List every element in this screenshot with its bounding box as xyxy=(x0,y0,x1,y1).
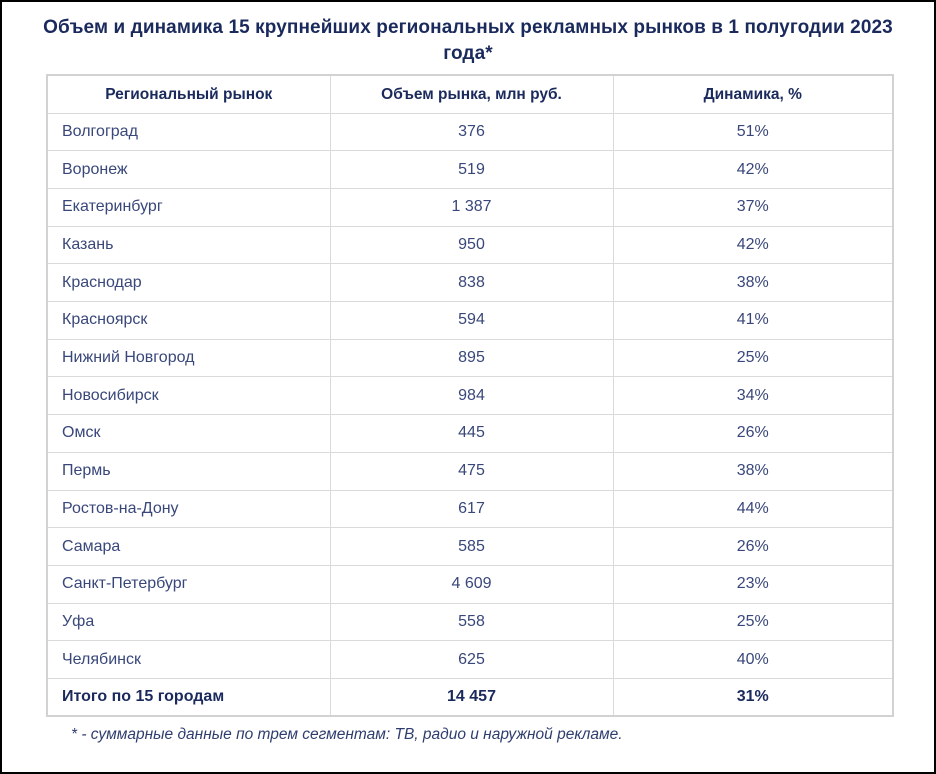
column-header-volume: Объем рынка, млн руб. xyxy=(329,74,614,114)
dynamics-cell: 26% xyxy=(612,414,894,453)
volume-cell: 558 xyxy=(329,602,614,642)
table-row: Казань 950 42% xyxy=(46,225,894,265)
market-cell: Казань xyxy=(46,225,331,265)
table-body: Волгоград 376 51% Воронеж 519 42% Екатеринбург… xyxy=(46,112,894,679)
volume-cell: 950 xyxy=(329,225,614,265)
table-row: Санкт-Петербург 4 609 23% xyxy=(46,564,894,604)
market-cell: Воронеж xyxy=(46,150,331,189)
volume-cell: 625 xyxy=(329,640,614,679)
market-cell: Новосибирск xyxy=(46,376,331,416)
total-label: Итого по 15 городам xyxy=(46,677,331,717)
market-cell: Ростов-на-Дону xyxy=(46,489,331,529)
market-cell: Волгоград xyxy=(46,112,331,152)
dynamics-cell: 37% xyxy=(612,188,894,227)
volume-cell: 585 xyxy=(329,527,614,566)
volume-cell: 445 xyxy=(329,414,614,453)
table-row: Челябинск 625 40% xyxy=(46,640,894,679)
dynamics-cell: 26% xyxy=(612,527,894,566)
market-cell: Екатеринбург xyxy=(46,188,331,227)
volume-cell: 519 xyxy=(329,150,614,189)
table-row: Новосибирск 984 34% xyxy=(46,376,894,416)
table-row: Воронеж 519 42% xyxy=(46,150,894,189)
dynamics-cell: 42% xyxy=(612,150,894,189)
dynamics-cell: 40% xyxy=(612,640,894,679)
volume-cell: 617 xyxy=(329,489,614,529)
table-row: Нижний Новгород 895 25% xyxy=(46,338,894,378)
footnote: * - суммарные данные по трем сегментам: … xyxy=(71,726,623,744)
volume-cell: 895 xyxy=(329,338,614,378)
dynamics-cell: 38% xyxy=(612,451,894,491)
market-cell: Нижний Новгород xyxy=(46,338,331,378)
market-cell: Пермь xyxy=(46,451,331,491)
volume-cell: 1 387 xyxy=(329,188,614,227)
dynamics-cell: 25% xyxy=(612,602,894,642)
volume-cell: 475 xyxy=(329,451,614,491)
market-cell: Краснодар xyxy=(46,263,331,303)
page-title: Объем и динамика 15 крупнейших региональ… xyxy=(43,17,893,65)
volume-cell: 984 xyxy=(329,376,614,416)
market-cell: Самара xyxy=(46,527,331,566)
table-row: Уфа 558 25% xyxy=(46,602,894,642)
table-row: Омск 445 26% xyxy=(46,414,894,453)
dynamics-cell: 38% xyxy=(612,263,894,303)
market-cell: Уфа xyxy=(46,602,331,642)
regional-markets-table: Региональный рынок Объем рынка, млн руб.… xyxy=(46,74,894,718)
dynamics-cell: 44% xyxy=(612,489,894,529)
volume-cell: 594 xyxy=(329,301,614,340)
dynamics-cell: 34% xyxy=(612,376,894,416)
dynamics-cell: 25% xyxy=(612,338,894,378)
market-cell: Челябинск xyxy=(46,640,331,679)
volume-cell: 376 xyxy=(329,112,614,152)
market-cell: Санкт-Петербург xyxy=(46,564,331,604)
table-row: Ростов-на-Дону 617 44% xyxy=(46,489,894,529)
dynamics-cell: 42% xyxy=(612,225,894,265)
volume-cell: 838 xyxy=(329,263,614,303)
table-row: Самара 585 26% xyxy=(46,527,894,566)
dynamics-cell: 51% xyxy=(612,112,894,152)
total-dynamics: 31% xyxy=(612,677,894,717)
table-row: Пермь 475 38% xyxy=(46,451,894,491)
market-cell: Красноярск xyxy=(46,301,331,340)
volume-cell: 4 609 xyxy=(329,564,614,604)
dynamics-cell: 23% xyxy=(612,564,894,604)
header-row: Региональный рынок Объем рынка, млн руб.… xyxy=(46,74,894,114)
table-row: Волгоград 376 51% xyxy=(46,112,894,152)
total-row: Итого по 15 городам 14 457 31% xyxy=(46,677,894,717)
table-row: Красноярск 594 41% xyxy=(46,301,894,340)
total-volume: 14 457 xyxy=(329,677,614,717)
dynamics-cell: 41% xyxy=(612,301,894,340)
column-header-dynamics: Динамика, % xyxy=(612,74,894,114)
market-cell: Омск xyxy=(46,414,331,453)
table-row: Краснодар 838 38% xyxy=(46,263,894,303)
column-header-market: Региональный рынок xyxy=(46,74,331,114)
table-row: Екатеринбург 1 387 37% xyxy=(46,188,894,227)
